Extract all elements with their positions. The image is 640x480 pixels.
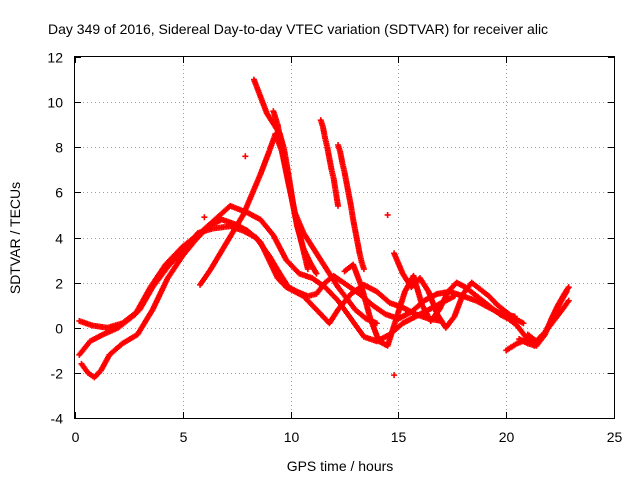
series-track-j: [391, 250, 527, 331]
y-tick-label: 8: [55, 140, 63, 156]
y-tick-label: -2: [51, 366, 64, 382]
x-tick-label: 15: [391, 429, 407, 445]
data-point: [201, 214, 208, 221]
series-track-f: [270, 108, 311, 273]
y-tick-label: 4: [55, 231, 63, 247]
y-axis-title: SDTVAR / TECUs: [7, 182, 23, 294]
data-point: [565, 297, 572, 304]
data-point: [384, 211, 391, 218]
series-track-h: [335, 141, 367, 273]
y-tick-label: 12: [47, 50, 63, 66]
chart-title: Day 349 of 2016, Sidereal Day-to-day VTE…: [48, 21, 548, 37]
data-point: [563, 288, 570, 295]
series-track-m: [524, 288, 570, 345]
marks-layer: [76, 76, 572, 381]
axes-layer: 0 5 10 15 20 25 -4 -2 0 2 4 6 8 10 12: [47, 50, 622, 446]
grid-layer: [75, 57, 614, 418]
plot-frame: [74, 56, 615, 419]
series-track-c: [78, 216, 445, 381]
x-tick-label: 10: [284, 429, 300, 445]
y-tick-label: 2: [55, 276, 63, 292]
data-point: [520, 320, 527, 327]
y-tick-label: 6: [55, 185, 63, 201]
y-tick-label: -4: [51, 411, 64, 427]
data-point: [565, 284, 572, 291]
data-point: [313, 270, 320, 277]
x-axis-title: GPS time / hours: [287, 458, 394, 474]
y-tick-label: 0: [55, 321, 63, 337]
x-tick-label: 5: [180, 429, 188, 445]
data-point: [360, 266, 367, 273]
data-point: [335, 202, 342, 209]
series-track-a: [76, 223, 518, 331]
data-point: [242, 153, 249, 160]
y-tick-label: 10: [47, 95, 63, 111]
series-track-g: [317, 117, 342, 209]
data-point: [391, 372, 398, 379]
x-tick-label: 20: [499, 429, 515, 445]
series-outliers: [201, 153, 398, 379]
x-tick-label: 25: [607, 429, 623, 445]
x-tick-label: 0: [72, 429, 80, 445]
data-point: [304, 266, 311, 273]
data-point: [451, 293, 458, 300]
